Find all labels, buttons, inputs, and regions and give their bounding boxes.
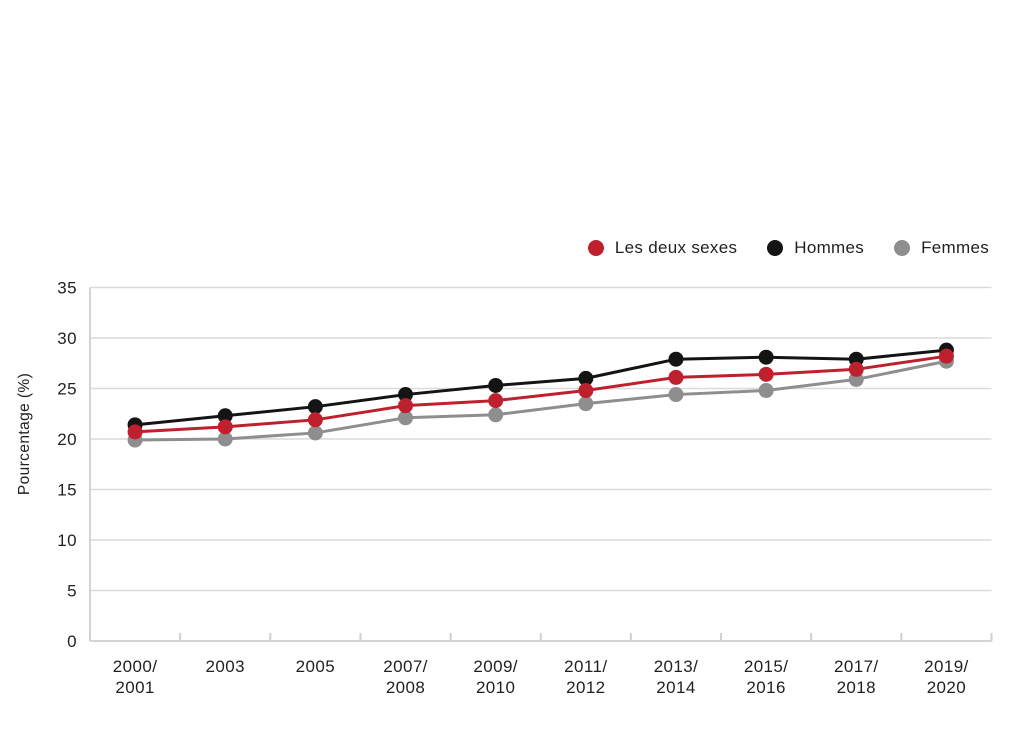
data-point xyxy=(307,425,323,441)
data-point xyxy=(758,349,774,365)
legend-item-hommes: Hommes xyxy=(767,238,864,258)
x-tick-label: 2019/2020 xyxy=(924,657,969,697)
y-tick-label: 5 xyxy=(67,581,77,600)
legend-label-les-deux-sexes: Les deux sexes xyxy=(614,238,738,257)
data-point xyxy=(578,370,594,386)
y-tick-label: 35 xyxy=(57,278,77,297)
data-point xyxy=(578,383,594,399)
data-point xyxy=(668,387,684,403)
legend: Les deux sexes Hommes Femmes xyxy=(587,238,989,258)
legend-dot-femmes xyxy=(894,240,911,256)
legend-item-femmes: Femmes xyxy=(894,238,989,258)
data-point xyxy=(217,419,233,435)
legend-dot-hommes xyxy=(767,240,784,256)
data-point xyxy=(668,369,684,385)
x-tick-label: 2003 xyxy=(206,657,245,676)
series-line-femmes xyxy=(135,359,947,442)
y-tick-label: 0 xyxy=(67,632,77,651)
data-point xyxy=(217,408,233,424)
x-tick-label: 2005 xyxy=(296,657,335,676)
y-tick-label: 20 xyxy=(57,430,77,449)
legend-dot-les-deux-sexes xyxy=(587,240,604,256)
data-point xyxy=(488,407,504,423)
data-point xyxy=(938,348,954,364)
data-point xyxy=(668,351,684,367)
legend-item-les-deux-sexes: Les deux sexes xyxy=(587,238,738,258)
data-point xyxy=(398,410,414,426)
y-tick-label: 15 xyxy=(57,480,77,499)
data-point xyxy=(398,398,414,414)
data-point xyxy=(758,383,774,399)
x-tick-label: 2015/2016 xyxy=(744,657,789,697)
data-point xyxy=(488,393,504,409)
legend-label-femmes: Femmes xyxy=(921,238,989,257)
data-point xyxy=(578,396,594,412)
y-axis-title: Pourcentage (%) xyxy=(16,373,33,495)
series-line-hommes xyxy=(134,348,947,427)
data-point xyxy=(398,387,414,403)
x-tick-label: 2017/2018 xyxy=(834,657,879,697)
y-tick-label: 25 xyxy=(57,379,77,398)
x-tick-label: 2013/2014 xyxy=(654,657,699,697)
x-tick-label: 2011/2012 xyxy=(564,657,607,697)
data-point xyxy=(848,361,864,377)
data-point xyxy=(758,366,774,382)
data-point xyxy=(217,431,233,447)
data-point xyxy=(307,412,323,428)
y-tick-label: 10 xyxy=(57,531,77,550)
series-line-les-deux-sexes xyxy=(134,354,947,434)
data-point xyxy=(307,399,323,415)
legend-label-hommes: Hommes xyxy=(794,238,865,257)
x-tick-label: 2009/2010 xyxy=(473,657,518,697)
x-tick-label: 2000/2001 xyxy=(113,657,158,697)
data-point xyxy=(488,377,504,393)
y-tick-label: 30 xyxy=(57,329,77,348)
data-point xyxy=(127,424,143,440)
x-tick-label: 2007/2008 xyxy=(383,657,428,697)
